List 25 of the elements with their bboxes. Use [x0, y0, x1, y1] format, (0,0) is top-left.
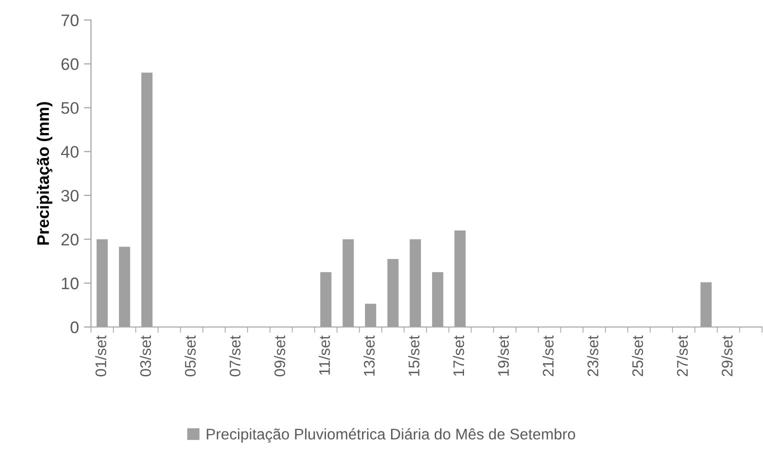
y-tick-label: 10 [62, 278, 79, 290]
legend-label: Precipitação Pluviométrica Diária do Mês de Setembro [206, 428, 576, 443]
x-tick-label: 13/set [363, 335, 375, 376]
y-tick-label: 60 [62, 58, 79, 70]
y-tick-label: 50 [61, 102, 79, 114]
x-tick-label: 17/set [452, 335, 464, 376]
x-tick-label: 29/set [721, 335, 733, 376]
x-tick-label: 11/set [318, 335, 330, 375]
y-tick-label: 20 [61, 234, 79, 246]
x-tick-label: 27/set [676, 335, 688, 376]
x-tick-label: 21/set [542, 335, 554, 376]
x-tick-label: 09/set [274, 335, 286, 376]
x-tick-label: 19/set [498, 335, 509, 376]
y-tick-label: 70 [62, 14, 79, 26]
x-tick-label: 23/set [587, 335, 598, 376]
y-tick-label: 0 [70, 321, 79, 334]
x-tick-label: 25/set [632, 335, 644, 376]
y-axis-title: Precipitação (mm) [36, 102, 52, 245]
y-tick-label: 30 [61, 190, 79, 202]
x-tick-label: 05/set [184, 335, 196, 376]
y-tick-label: 40 [61, 146, 79, 158]
x-tick-label: 03/set [140, 335, 152, 376]
x-tick-label: 15/set [408, 335, 420, 376]
x-tick-label: 01/set [95, 335, 106, 376]
x-tick-label: 07/set [229, 335, 240, 376]
